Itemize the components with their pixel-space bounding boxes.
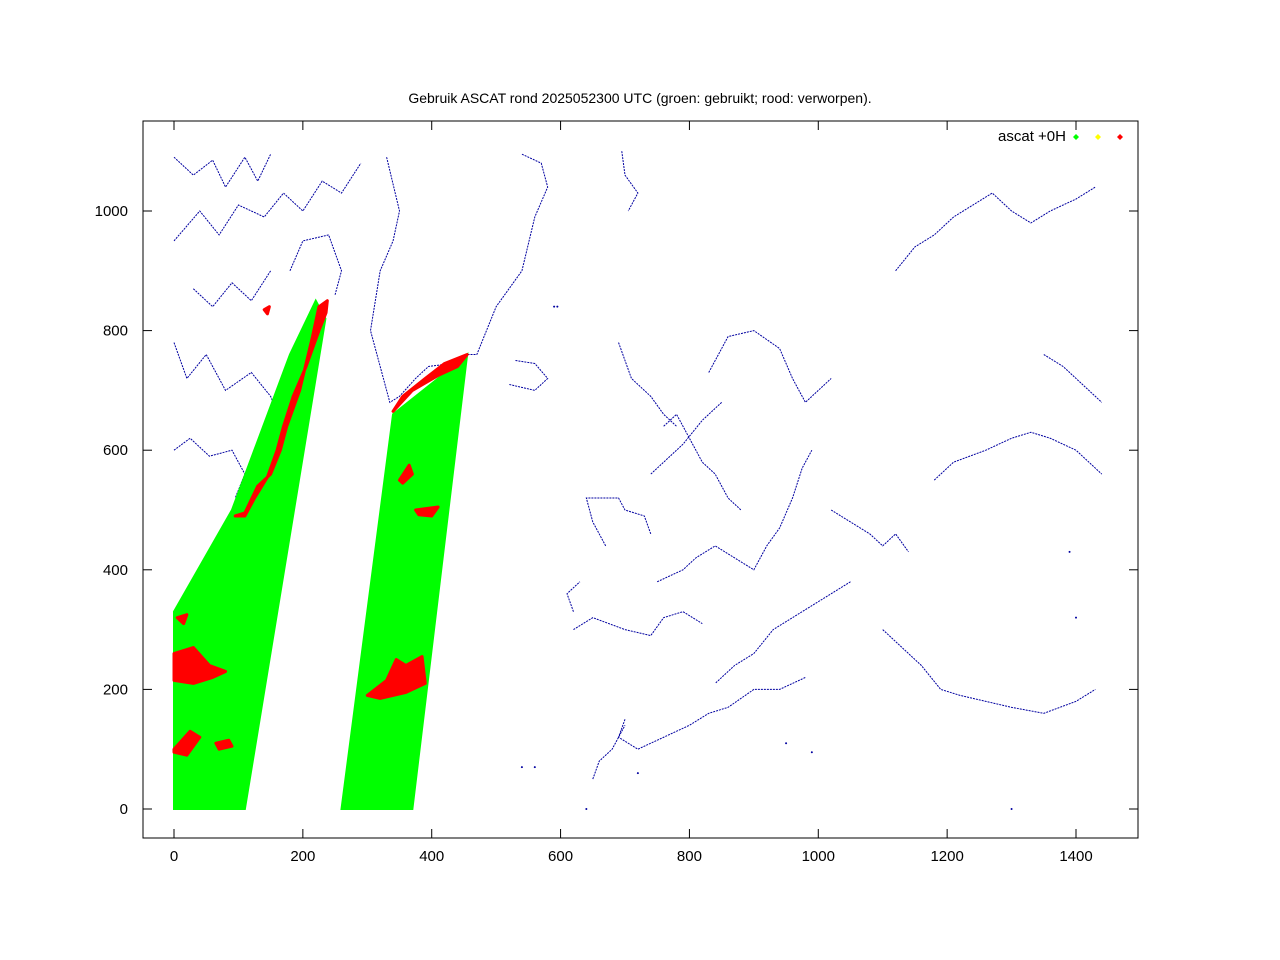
coastline-segment xyxy=(508,360,549,391)
coastline-segment xyxy=(573,611,703,637)
coastline-dot xyxy=(636,772,639,775)
coastline-dot xyxy=(556,305,559,308)
x-tick-label: 1200 xyxy=(930,848,963,865)
y-tick-label: 0 xyxy=(120,801,128,818)
coastline-segment xyxy=(663,413,742,511)
coastline-segment xyxy=(173,153,272,189)
coastline-segment xyxy=(708,330,832,404)
x-tick-label: 1000 xyxy=(802,848,835,865)
legend-marker-gebruikt xyxy=(1073,134,1079,140)
plot-frame xyxy=(142,120,1139,839)
rejected-patch-10 xyxy=(262,305,271,316)
coastline-segment xyxy=(882,629,1096,714)
rejected-patch-3 xyxy=(172,729,202,757)
coastline-segment xyxy=(173,437,246,499)
y-axis: 0 200 400 600 800 1000 xyxy=(95,203,1138,818)
coastline-segment xyxy=(895,186,1096,272)
used-swath-2 xyxy=(340,352,469,810)
rejected-patch-2 xyxy=(172,646,228,685)
rejected-patch-6 xyxy=(365,655,427,700)
rejected-patch-9 xyxy=(391,353,469,413)
x-tick-label: 600 xyxy=(548,848,573,865)
y-tick-label: 600 xyxy=(103,442,128,459)
coastline-dot xyxy=(520,766,523,769)
y-tick-label: 1000 xyxy=(95,203,128,220)
x-tick-label: 400 xyxy=(419,848,444,865)
coastline-segment xyxy=(830,509,909,553)
rejected-patch-5 xyxy=(175,613,189,626)
x-axis: 0 200 400 600 800 1000 1200 1400 xyxy=(170,121,1093,865)
coastline-segment xyxy=(289,234,343,295)
coastline-dot xyxy=(1068,550,1071,553)
coastline-segment xyxy=(173,162,362,242)
coastline-segment xyxy=(933,431,1103,481)
coastline-segment xyxy=(592,725,626,780)
chart-title: Gebruik ASCAT rond 2025052300 UTC (groen… xyxy=(408,90,871,106)
coastline-segment xyxy=(192,270,272,308)
rejected-patch-7 xyxy=(398,463,414,485)
coastline-segment xyxy=(585,497,652,547)
coastline-dot xyxy=(1075,616,1077,619)
x-tick-label: 1400 xyxy=(1059,848,1092,865)
coastline-dot xyxy=(585,808,588,810)
coastline-segment xyxy=(369,153,549,404)
y-tick-label: 200 xyxy=(103,681,128,698)
rejected-patch-1 xyxy=(233,299,329,518)
coastline-dot xyxy=(1010,808,1013,810)
y-tick-label: 800 xyxy=(103,323,128,340)
rejected-observations-layer xyxy=(172,299,469,757)
x-tick-label: 800 xyxy=(677,848,702,865)
legend-marker-onbekend xyxy=(1095,134,1101,140)
coastline-layer xyxy=(173,151,1103,810)
x-tick-label: 0 xyxy=(170,848,178,865)
legend-label: ascat +0H xyxy=(998,128,1066,145)
rejected-patch-8 xyxy=(414,505,440,518)
x-tick-label: 200 xyxy=(290,848,315,865)
coastline-segment xyxy=(618,342,677,427)
coastline-segment xyxy=(650,401,722,475)
legend-marker-verworpen xyxy=(1117,134,1123,140)
rejected-patch-4 xyxy=(214,738,234,751)
coastline-dot xyxy=(785,742,788,745)
coastline-segment xyxy=(617,676,806,750)
coastline-segment xyxy=(566,581,581,612)
coastline-segment xyxy=(657,449,813,583)
coastline-dot xyxy=(810,751,813,754)
coastline-dot xyxy=(533,766,536,769)
legend: ascat +0H xyxy=(998,128,1123,145)
coastline-dot xyxy=(553,305,556,308)
coastline-segment xyxy=(621,151,639,212)
coastline-segment xyxy=(1043,354,1103,403)
y-tick-label: 400 xyxy=(103,562,128,579)
coastline-segment xyxy=(714,581,851,684)
